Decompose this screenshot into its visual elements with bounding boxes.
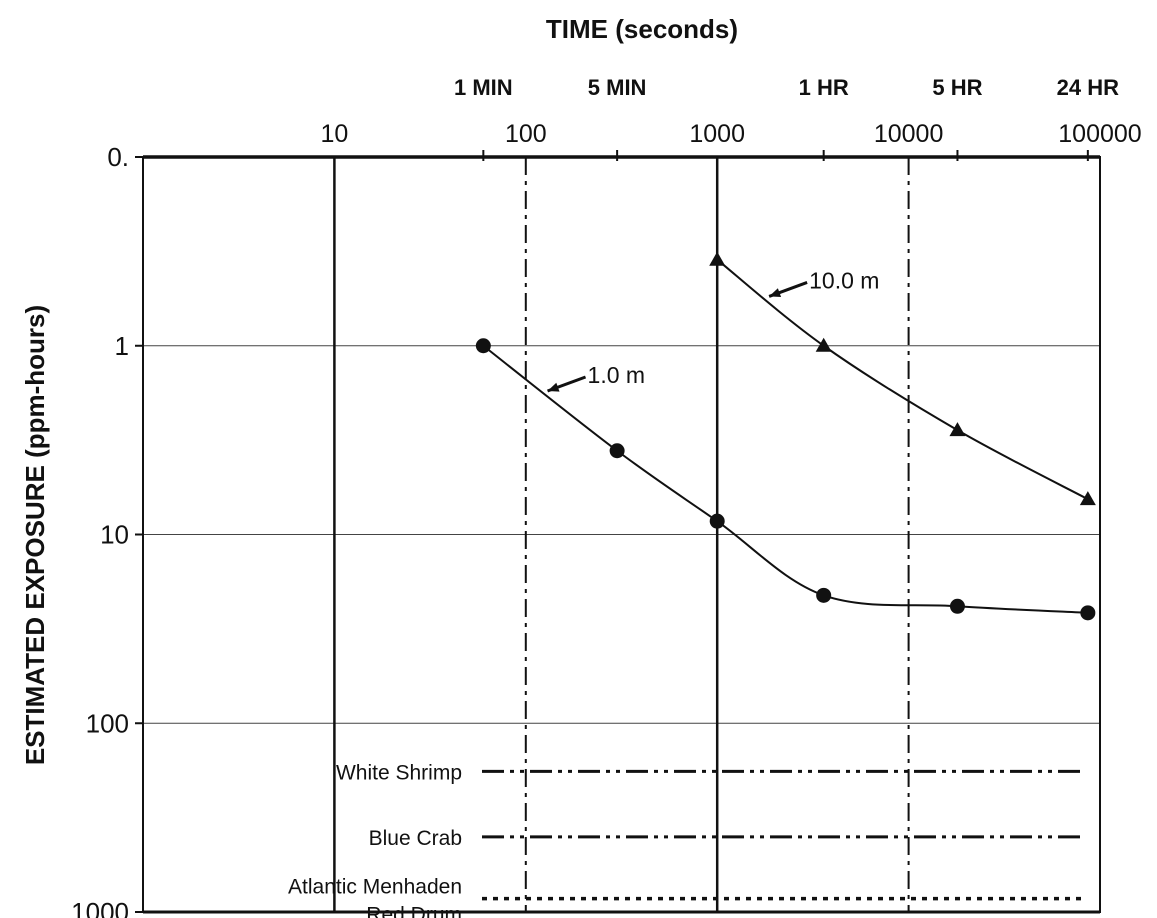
data-point-triangle	[1079, 491, 1096, 506]
data-point-circle	[1080, 605, 1096, 621]
data-point-circle	[609, 443, 625, 459]
data-point-circle	[949, 598, 965, 614]
threshold-label: White Shrimp	[336, 761, 462, 784]
axis-layer	[135, 150, 1101, 914]
time-marker-label: 1 HR	[799, 75, 849, 100]
data-point-circle	[816, 587, 832, 603]
series-label: 10.0 m	[809, 267, 879, 293]
series-arrowhead	[769, 288, 782, 297]
grid-layer	[143, 157, 1100, 912]
chart-title: TIME (seconds)	[546, 14, 738, 44]
time-marker-label: 24 HR	[1057, 75, 1119, 100]
y-tick-label: 10	[100, 520, 129, 550]
label-layer: 10 100 1000 10000 100000 1 MIN 5 MIN 1 HR 5 HR 24…	[71, 75, 1142, 918]
x-tick-label: 100	[505, 120, 547, 148]
y-axis-label: ESTIMATED EXPOSURE (ppm-hours)	[20, 305, 50, 765]
data-point-triangle	[949, 422, 966, 437]
series-arrowhead	[547, 382, 560, 392]
series-label: 1.0 m	[588, 362, 646, 388]
y-tick-label: 100	[86, 708, 129, 738]
data-point-circle	[709, 513, 725, 529]
time-marker-label: 1 MIN	[454, 75, 513, 100]
threshold-layer	[482, 769, 1086, 901]
threshold-label: Blue Crab	[369, 827, 462, 850]
y-tick-label: 1000	[71, 897, 129, 918]
threshold-label: Atlantic Menhaden	[288, 876, 462, 899]
data-point-circle	[475, 338, 491, 354]
x-tick-label: 10000	[874, 120, 944, 148]
data-point-triangle	[815, 337, 832, 352]
y-tick-label: 0.	[107, 142, 129, 172]
y-tick-label: 1	[115, 331, 129, 361]
series-layer	[475, 251, 1096, 621]
threshold-label: Red Drum	[366, 904, 462, 918]
data-point-triangle	[709, 251, 726, 266]
series-curve	[716, 258, 1089, 501]
x-tick-label: 100000	[1058, 120, 1141, 148]
time-marker-label: 5 HR	[932, 75, 982, 100]
x-tick-label: 1000	[689, 120, 745, 148]
x-tick-label: 10	[320, 120, 348, 148]
series-curve	[482, 344, 1088, 614]
time-marker-label: 5 MIN	[588, 75, 647, 100]
